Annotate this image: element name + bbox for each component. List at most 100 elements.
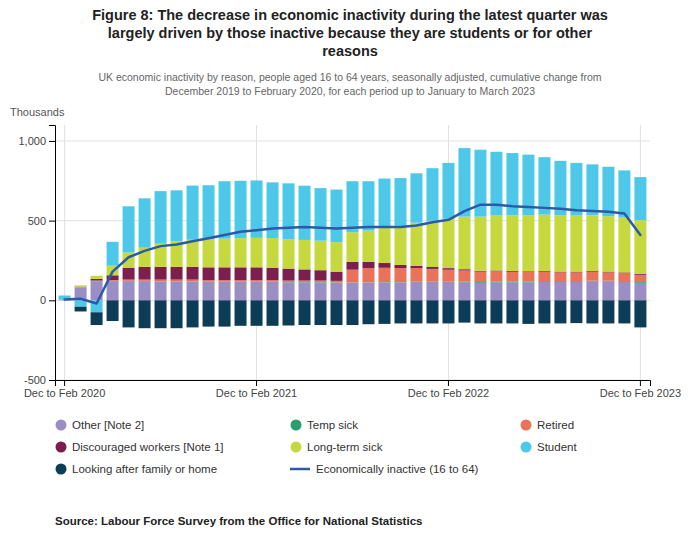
x-tick: Dec to Feb 2021 [216, 380, 297, 399]
bar [139, 300, 151, 328]
tick-mark [64, 380, 65, 386]
legend-item: Looking after family or home [56, 463, 218, 475]
subtitle: UK economic inactivity by reason, people… [98, 71, 601, 97]
bar [203, 267, 215, 280]
bar [171, 190, 183, 241]
bar [171, 280, 183, 282]
bar [602, 300, 614, 323]
bar [394, 265, 406, 268]
bar [458, 269, 470, 270]
bar [107, 281, 119, 300]
bar [139, 267, 151, 280]
tick-label: -500 [24, 374, 46, 386]
bar [458, 300, 470, 322]
bar [634, 283, 646, 301]
bar [522, 272, 534, 282]
bar [219, 300, 231, 326]
bar [554, 282, 566, 300]
bar [283, 282, 295, 300]
bar [586, 282, 598, 301]
bar [538, 157, 550, 214]
legend-item: Student [521, 441, 578, 453]
bar [91, 280, 103, 281]
bar [347, 262, 359, 270]
bar [219, 280, 231, 282]
bar [107, 300, 119, 321]
bar [490, 271, 502, 281]
bar [570, 272, 582, 281]
bar [522, 300, 534, 324]
bar [522, 215, 534, 271]
y-tick: -500 [24, 374, 55, 386]
legend-label: Other [Note 2] [72, 419, 144, 431]
bar [235, 282, 247, 300]
bar [331, 283, 343, 301]
bar [123, 280, 135, 281]
bar [362, 283, 374, 301]
bar [634, 275, 646, 282]
bar [570, 163, 582, 216]
tick-mark [448, 380, 449, 386]
bar [506, 215, 518, 271]
bar [602, 272, 614, 280]
bar [155, 267, 167, 280]
bar [251, 282, 263, 300]
legend-swatch [56, 464, 67, 475]
bar [187, 240, 199, 267]
bar [378, 282, 390, 300]
bar [155, 282, 167, 301]
bar [187, 186, 199, 240]
bar [315, 188, 327, 241]
bar [474, 217, 486, 271]
bar [75, 286, 87, 287]
bar [203, 280, 215, 282]
bar [538, 300, 550, 323]
bar [219, 282, 231, 300]
bar [426, 282, 438, 300]
bar [155, 280, 167, 282]
legend-label: Student [537, 441, 577, 453]
bar [219, 267, 231, 280]
bar [123, 206, 135, 252]
title: Figure 8: The decrease in economic inact… [92, 7, 608, 59]
bar [522, 282, 534, 300]
bar [538, 215, 550, 272]
bar [426, 269, 438, 282]
x-tick: Dec to Feb 2023 [600, 380, 681, 399]
bar [458, 271, 470, 282]
legend-label: Discouraged workers [Note 1] [72, 441, 223, 453]
axis-line [49, 126, 56, 381]
bar [570, 282, 582, 300]
bar [426, 300, 438, 323]
bar [586, 164, 598, 215]
bar [570, 300, 582, 323]
tick-mark [256, 380, 257, 386]
bar [378, 228, 390, 263]
bar [251, 300, 263, 326]
bar [171, 300, 183, 328]
bar [123, 268, 135, 280]
bar [378, 300, 390, 324]
bar [362, 262, 374, 268]
legend-label: Looking after family or home [72, 463, 217, 475]
bar [442, 282, 454, 300]
bar [235, 280, 247, 282]
legend: Other [Note 2]Temp sickRetiredDiscourage… [56, 419, 578, 475]
bar [299, 186, 311, 240]
y-tick: 0 [40, 294, 55, 306]
bar [347, 181, 359, 232]
legend-item: Economically inactive (16 to 64) [290, 463, 479, 475]
bar [267, 282, 279, 300]
bar [426, 267, 438, 269]
bar [410, 223, 422, 266]
bar-series [75, 281, 647, 288]
bar [347, 300, 359, 325]
bar [123, 280, 135, 281]
bar [458, 282, 470, 300]
bar [586, 272, 598, 281]
bar [347, 283, 359, 301]
bar [283, 269, 295, 281]
legend-label: Long-term sick [307, 441, 383, 453]
legend-item: Long-term sick [291, 441, 383, 453]
bar [331, 300, 343, 325]
